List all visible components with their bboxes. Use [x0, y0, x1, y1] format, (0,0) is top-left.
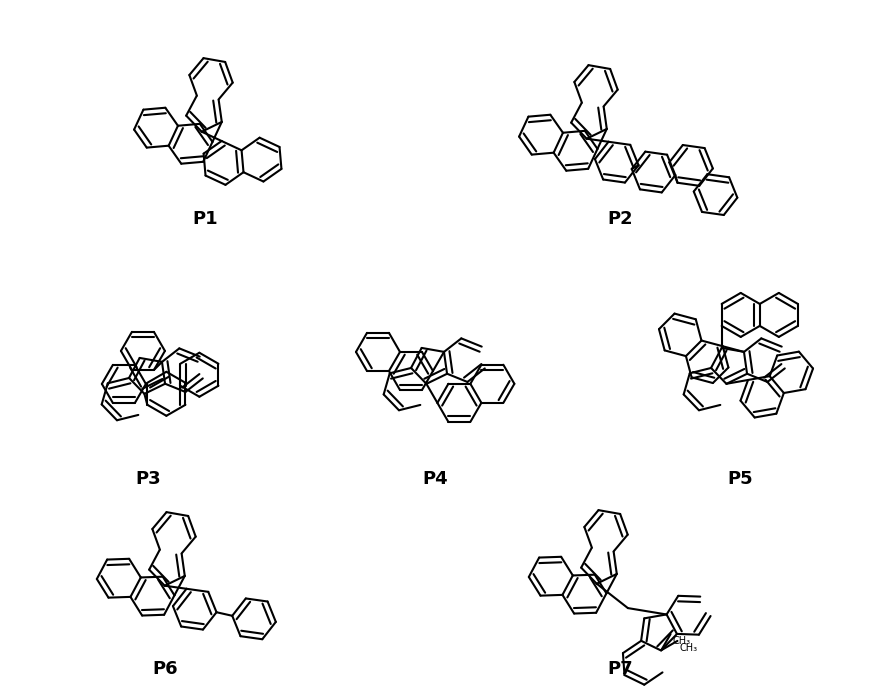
Text: P4: P4 — [421, 470, 448, 488]
Text: P1: P1 — [192, 210, 217, 228]
Text: P7: P7 — [607, 660, 632, 678]
Text: P2: P2 — [607, 210, 632, 228]
Text: P6: P6 — [152, 660, 177, 678]
Text: CH₃: CH₃ — [672, 636, 690, 646]
Text: CH₃: CH₃ — [679, 643, 697, 653]
Text: P5: P5 — [726, 470, 752, 488]
Text: P3: P3 — [135, 470, 161, 488]
